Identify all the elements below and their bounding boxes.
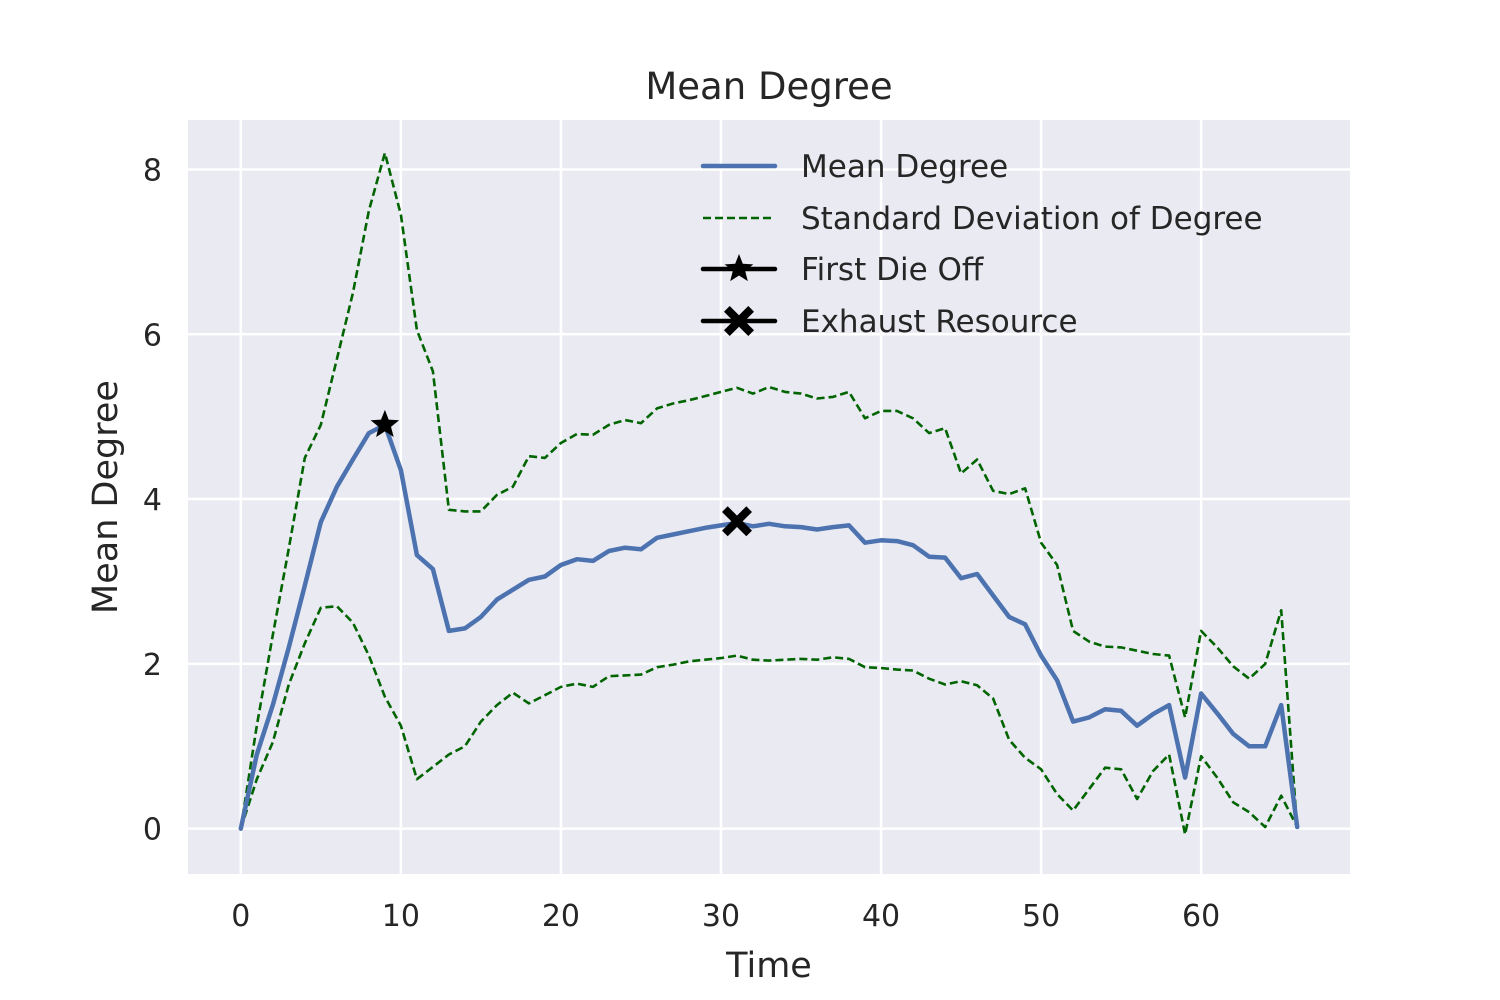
x-mark-icon	[724, 306, 754, 336]
series-line-std-upper	[239, 151, 1299, 829]
y-axis-label: Mean Degree	[86, 380, 126, 614]
x-tick-label: 50	[1022, 899, 1060, 934]
y-tick-label: 2	[143, 648, 162, 683]
legend: Mean Degree Standard Deviation of Degree F…	[700, 149, 1263, 340]
series-line-mean-degree	[238, 422, 1300, 831]
legend-label: Mean Degree	[801, 149, 1008, 185]
legend-item-std-degree: Standard Deviation of Degree	[703, 201, 1263, 237]
series-layer	[238, 151, 1300, 836]
x-tick-label: 20	[542, 899, 580, 934]
grid	[188, 120, 1350, 874]
legend-label: Standard Deviation of Degree	[801, 201, 1263, 237]
chart-title: Mean Degree	[645, 65, 892, 108]
x-tick-label: 40	[862, 899, 900, 934]
marker-layer	[370, 409, 752, 537]
y-tick-label: 8	[143, 153, 162, 188]
marker-exhaust-resource	[722, 506, 752, 537]
tick-layer: 0 10 20 30 40 50 60 0 2 4 6 8	[143, 153, 1220, 934]
x-tick-label: 10	[382, 899, 420, 934]
x-axis-label: Time	[725, 946, 812, 986]
legend-label: Exhaust Resource	[801, 304, 1078, 340]
legend-label: First Die Off	[801, 252, 984, 288]
plot-background	[188, 120, 1350, 874]
y-tick-label: 6	[143, 318, 162, 353]
star-icon	[724, 254, 754, 282]
y-tick-label: 4	[143, 483, 162, 518]
marker-first-die-off	[370, 409, 400, 437]
series-line-std-lower	[239, 604, 1299, 836]
y-tick-label: 0	[143, 813, 162, 848]
legend-item-exhaust-resource: Exhaust Resource	[700, 304, 1078, 340]
legend-item-mean-degree: Mean Degree	[700, 149, 1008, 185]
x-tick-label: 0	[231, 899, 250, 934]
x-tick-label: 30	[702, 899, 740, 934]
legend-item-first-die-off: First Die Off	[700, 252, 984, 288]
x-tick-label: 60	[1182, 899, 1220, 934]
